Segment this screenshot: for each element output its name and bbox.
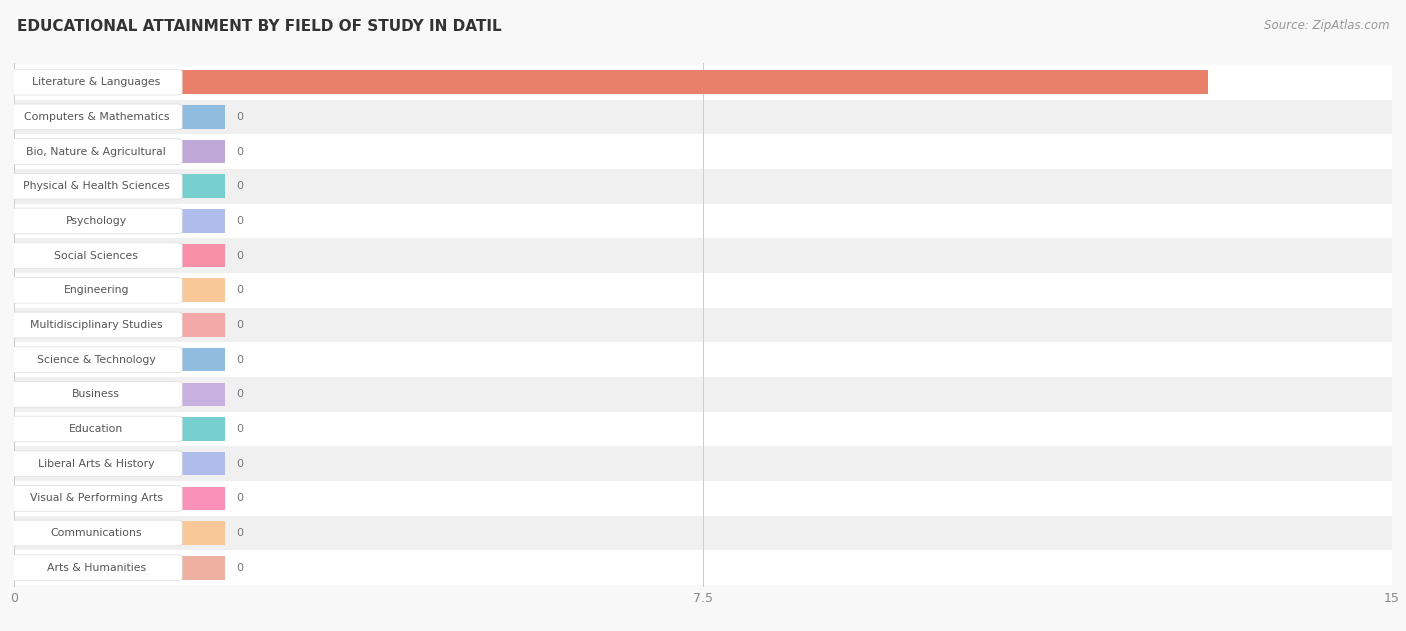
Bar bbox=[14, 446, 1392, 481]
Bar bbox=[14, 139, 225, 163]
Text: Communications: Communications bbox=[51, 528, 142, 538]
Bar bbox=[14, 481, 1392, 516]
FancyBboxPatch shape bbox=[10, 555, 183, 581]
Bar bbox=[14, 348, 225, 372]
Text: 0: 0 bbox=[236, 146, 243, 156]
FancyBboxPatch shape bbox=[10, 416, 183, 442]
Text: 0: 0 bbox=[236, 181, 243, 191]
Bar bbox=[14, 100, 1392, 134]
Text: Multidisciplinary Studies: Multidisciplinary Studies bbox=[30, 320, 163, 330]
Bar bbox=[14, 417, 225, 441]
FancyBboxPatch shape bbox=[10, 243, 183, 268]
Text: 0: 0 bbox=[236, 459, 243, 469]
Bar bbox=[14, 244, 225, 268]
Text: 0: 0 bbox=[236, 216, 243, 226]
Bar bbox=[14, 411, 1392, 446]
Text: 0: 0 bbox=[236, 320, 243, 330]
Text: Liberal Arts & History: Liberal Arts & History bbox=[38, 459, 155, 469]
Bar bbox=[14, 71, 1208, 94]
Bar bbox=[14, 134, 1392, 169]
Bar bbox=[14, 382, 225, 406]
Text: Source: ZipAtlas.com: Source: ZipAtlas.com bbox=[1264, 19, 1389, 32]
Bar bbox=[14, 313, 225, 337]
Text: Arts & Humanities: Arts & Humanities bbox=[46, 563, 146, 573]
Text: 0: 0 bbox=[236, 112, 243, 122]
Text: 0: 0 bbox=[236, 563, 243, 573]
Text: 0: 0 bbox=[236, 251, 243, 261]
FancyBboxPatch shape bbox=[10, 69, 183, 95]
Text: EDUCATIONAL ATTAINMENT BY FIELD OF STUDY IN DATIL: EDUCATIONAL ATTAINMENT BY FIELD OF STUDY… bbox=[17, 19, 502, 34]
Bar bbox=[14, 174, 225, 198]
Bar bbox=[14, 65, 1392, 100]
FancyBboxPatch shape bbox=[10, 104, 183, 130]
Text: Education: Education bbox=[69, 424, 124, 434]
Text: 0: 0 bbox=[236, 389, 243, 399]
Bar bbox=[14, 278, 225, 302]
Bar bbox=[14, 487, 225, 510]
FancyBboxPatch shape bbox=[10, 485, 183, 511]
Bar bbox=[14, 239, 1392, 273]
Text: 0: 0 bbox=[236, 424, 243, 434]
Bar bbox=[14, 377, 1392, 411]
Text: 0: 0 bbox=[236, 285, 243, 295]
Bar bbox=[14, 273, 1392, 308]
FancyBboxPatch shape bbox=[10, 347, 183, 372]
FancyBboxPatch shape bbox=[10, 208, 183, 233]
Text: Physical & Health Sciences: Physical & Health Sciences bbox=[22, 181, 170, 191]
Text: 0: 0 bbox=[236, 528, 243, 538]
Bar bbox=[14, 342, 1392, 377]
FancyBboxPatch shape bbox=[10, 278, 183, 303]
Bar bbox=[14, 452, 225, 476]
FancyBboxPatch shape bbox=[10, 382, 183, 407]
Text: Engineering: Engineering bbox=[63, 285, 129, 295]
FancyBboxPatch shape bbox=[10, 312, 183, 338]
FancyBboxPatch shape bbox=[10, 139, 183, 165]
Bar bbox=[14, 550, 1392, 585]
Bar bbox=[14, 308, 1392, 342]
FancyBboxPatch shape bbox=[10, 174, 183, 199]
Text: 13: 13 bbox=[1219, 77, 1234, 87]
Text: Science & Technology: Science & Technology bbox=[37, 355, 156, 365]
Text: Business: Business bbox=[72, 389, 120, 399]
Text: Literature & Languages: Literature & Languages bbox=[32, 77, 160, 87]
Text: 0: 0 bbox=[236, 493, 243, 504]
Bar bbox=[14, 556, 225, 579]
Text: 0: 0 bbox=[236, 355, 243, 365]
Text: Social Sciences: Social Sciences bbox=[55, 251, 138, 261]
Text: Psychology: Psychology bbox=[66, 216, 127, 226]
FancyBboxPatch shape bbox=[10, 520, 183, 546]
Text: Visual & Performing Arts: Visual & Performing Arts bbox=[30, 493, 163, 504]
Bar bbox=[14, 105, 225, 129]
Bar bbox=[14, 516, 1392, 550]
Text: Computers & Mathematics: Computers & Mathematics bbox=[24, 112, 169, 122]
FancyBboxPatch shape bbox=[10, 451, 183, 476]
Text: Bio, Nature & Agricultural: Bio, Nature & Agricultural bbox=[27, 146, 166, 156]
Bar bbox=[14, 209, 225, 233]
Bar bbox=[14, 169, 1392, 204]
Bar bbox=[14, 204, 1392, 239]
Bar bbox=[14, 521, 225, 545]
